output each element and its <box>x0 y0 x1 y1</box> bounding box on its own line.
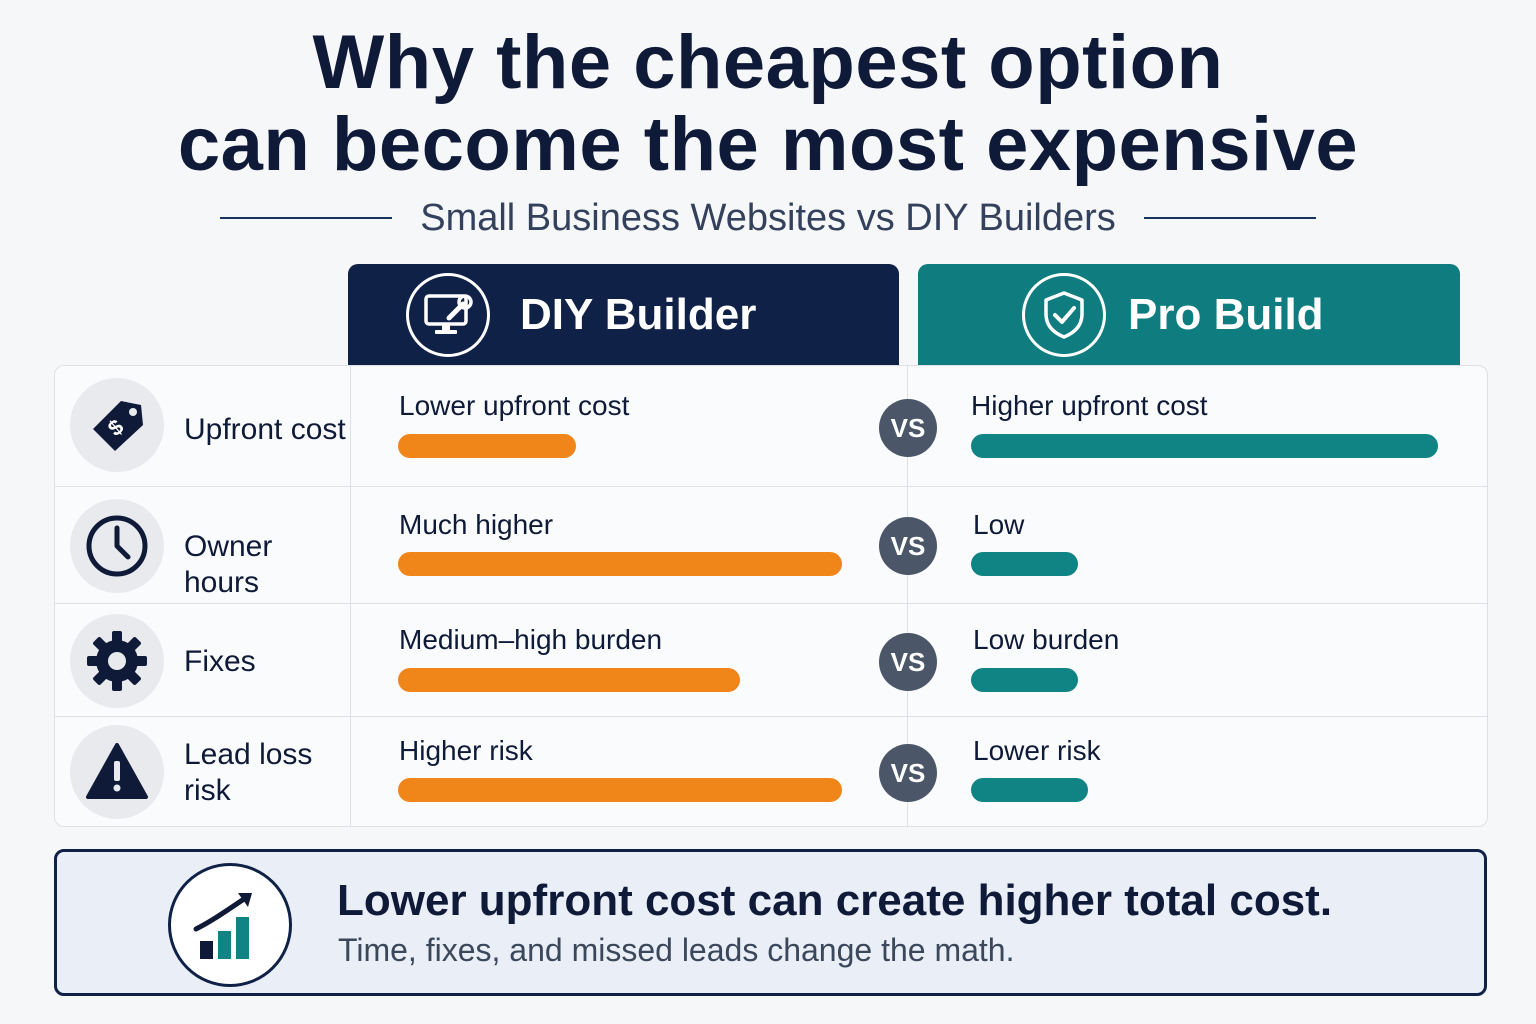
summary-callout: Lower upfront cost can create higher tot… <box>54 849 1487 996</box>
vs-badge: VS <box>879 399 937 457</box>
gear-icon <box>70 614 164 708</box>
diy-value-text: Higher risk <box>399 735 533 766</box>
diy-level-bar <box>398 434 576 458</box>
callout-subtitle: Time, fixes, and missed leads change the… <box>338 932 1015 968</box>
row-label: Lead loss risk <box>184 738 313 807</box>
pro-level-bar <box>971 778 1088 802</box>
subtitle: Small Business Websites vs DIY Builders <box>420 196 1116 239</box>
title-line-1: Why the cheapest option <box>312 20 1224 105</box>
vs-badge: VS <box>879 633 937 691</box>
comparison-table: $ Upfront cost Lower upfront cost VS Hig… <box>54 365 1488 827</box>
pro-level-bar <box>971 552 1078 576</box>
pro-level-bar <box>971 434 1438 458</box>
pro-value-text: Low <box>973 509 1025 540</box>
pro-value-text: Higher upfront cost <box>971 390 1208 421</box>
title-line-2: can become the most expensive <box>177 102 1359 187</box>
vs-badge: VS <box>879 517 937 575</box>
subtitle-rule-right <box>1143 217 1316 219</box>
subtitle-row: Small Business Websites vs DIY Builders <box>0 194 1536 242</box>
row-label: Upfront cost <box>184 413 346 446</box>
subtitle-rule-left <box>220 217 393 219</box>
diy-value-text: Much higher <box>399 509 554 540</box>
diy-level-bar <box>398 552 842 576</box>
row-label: Fixes <box>184 645 256 678</box>
pro-value-text: Low burden <box>973 624 1120 655</box>
growth-chart-icon <box>168 863 292 987</box>
diy-column-header: DIY Builder <box>348 264 899 366</box>
pro-level-bar <box>971 668 1078 692</box>
diy-level-bar <box>398 668 740 692</box>
table-row-fixes: Fixes Medium–high burden VS Low burden <box>55 604 1487 717</box>
shield-check-icon <box>1022 273 1106 357</box>
vs-badge: VS <box>879 744 937 802</box>
pro-column-label: Pro Build <box>1128 290 1324 339</box>
table-row-owner-hours: Owner hours Much higher VS Low <box>55 487 1487 604</box>
clock-icon <box>70 499 164 593</box>
pro-value-text: Lower risk <box>973 735 1101 766</box>
diy-value-text: Medium–high burden <box>399 624 663 655</box>
page-title: Why the cheapest option can become the m… <box>0 22 1536 186</box>
callout-title: Lower upfront cost can create higher tot… <box>337 876 1333 925</box>
table-row-lead-loss-risk: Lead loss risk Higher risk VS Lower risk <box>55 717 1487 827</box>
column-divider-right <box>907 366 908 826</box>
warning-icon <box>70 725 164 819</box>
column-divider-left <box>350 366 351 826</box>
row-label: Owner hours <box>184 530 273 599</box>
diy-value-text: Lower upfront cost <box>399 390 630 421</box>
diy-column-label: DIY Builder <box>520 290 757 339</box>
diy-level-bar <box>398 778 842 802</box>
price-tag-icon: $ <box>70 378 164 472</box>
monitor-wrench-icon <box>406 273 490 357</box>
pro-column-header: Pro Build <box>918 264 1460 366</box>
table-row-upfront-cost: $ Upfront cost Lower upfront cost VS Hig… <box>55 366 1487 487</box>
